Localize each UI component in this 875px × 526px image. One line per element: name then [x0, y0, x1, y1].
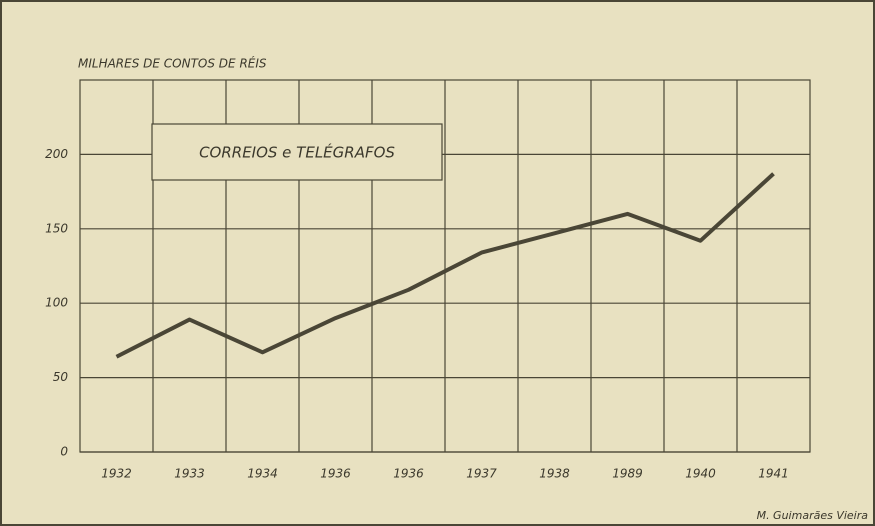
y-tick-label: 0 — [60, 445, 68, 459]
data-line — [115, 172, 775, 359]
y-tick-label: 150 — [45, 221, 68, 235]
y-tick-label: 200 — [45, 147, 68, 161]
legend-box — [151, 123, 443, 181]
x-tick-label: 1940 — [685, 467, 716, 481]
x-tick-label: 1936 — [393, 467, 424, 481]
x-tick-label: 1936 — [320, 467, 351, 481]
x-tick-label: 1941 — [758, 467, 789, 481]
x-tick-label: 1933 — [174, 467, 205, 481]
x-tick-label: 1937 — [466, 467, 497, 481]
y-tick-label: 50 — [53, 370, 69, 384]
credit: M. Guimarães Vieira — [757, 509, 869, 522]
y-axis-label: MILHARES DE CONTOS DE RÉIS — [78, 56, 267, 71]
x-tick-label: 1938 — [539, 467, 570, 481]
y-tick-label: 100 — [45, 296, 68, 310]
legend-title: CORREIOS e TELÉGRAFOS — [199, 143, 395, 162]
x-tick-label: 1989 — [612, 467, 643, 481]
x-tick-label: 1932 — [101, 467, 132, 481]
x-tick-label: 1934 — [247, 467, 278, 481]
